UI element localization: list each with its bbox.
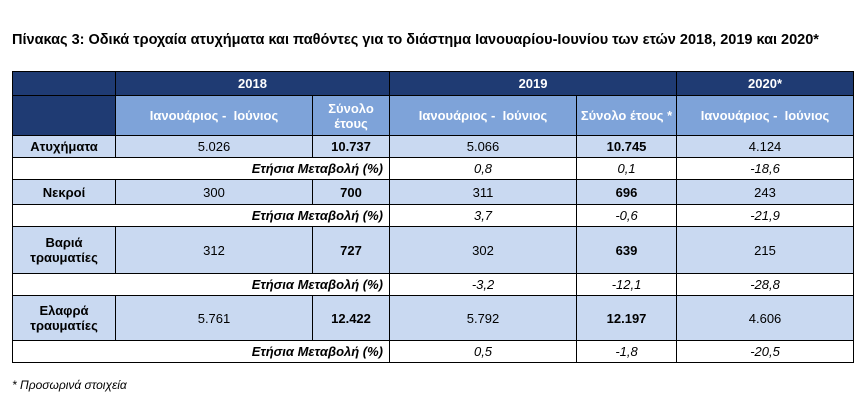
value-2018-period: 312 (115, 226, 313, 274)
change-2019-period: 0,5 (389, 340, 578, 363)
table-row: Ατυχήματα 5.026 10.737 5.066 10.745 4.12… (12, 135, 855, 158)
subheader-blank (12, 95, 116, 136)
accidents-table: 2018 2019 2020* Ιανουάριος - Ιούνιος Σύν… (11, 71, 855, 363)
value-2018-period: 300 (115, 179, 313, 205)
value-2019-total: 12.197 (576, 295, 678, 341)
value-2018-total: 12.422 (311, 295, 391, 341)
table-caption: Πίνακας 3: Οδικά τροχαία ατυχήματα και π… (12, 32, 819, 48)
year-header-2020: 2020* (676, 71, 855, 96)
change-2019-period: -3,2 (389, 273, 578, 296)
value-2019-total: 639 (576, 226, 678, 274)
value-2020-period: 243 (676, 179, 855, 205)
value-2019-period: 5.066 (389, 135, 578, 158)
table-row: Νεκροί 300 700 311 696 243 (12, 179, 855, 205)
value-2018-total: 727 (311, 226, 391, 274)
change-2019-period: 0,8 (389, 157, 578, 180)
change-row: Ετήσια Μεταβολή (%) 0,5 -1,8 -20,5 (11, 340, 855, 363)
corner-cell (12, 71, 116, 96)
change-2019-period: 3,7 (389, 204, 578, 227)
value-2018-total: 10.737 (311, 135, 391, 158)
footnote: * Προσωρινά στοιχεία (12, 378, 127, 392)
change-2019-total: -0,6 (576, 204, 678, 227)
subheader-period-2018: Ιανουάριος - Ιούνιος (115, 95, 313, 136)
year-header-2019: 2019 (389, 71, 678, 96)
change-row: Ετήσια Μεταβολή (%) 0,8 0,1 -18,6 (11, 157, 855, 180)
value-2018-period: 5.761 (115, 295, 313, 341)
value-2019-total: 10.745 (576, 135, 678, 158)
row-label: Ελαφρά τραυματίες (12, 295, 116, 341)
change-label: Ετήσια Μεταβολή (%) (11, 157, 391, 180)
table-row: Βαριά τραυματίες 312 727 302 639 215 (12, 226, 855, 274)
value-2020-period: 4.124 (676, 135, 855, 158)
change-2020-period: -21,9 (676, 204, 855, 227)
value-2019-period: 5.792 (389, 295, 578, 341)
change-label: Ετήσια Μεταβολή (%) (11, 340, 391, 363)
change-label: Ετήσια Μεταβολή (%) (11, 273, 391, 296)
row-label: Βαριά τραυματίες (12, 226, 116, 274)
value-2019-period: 302 (389, 226, 578, 274)
change-2019-total: -1,8 (576, 340, 678, 363)
change-2019-total: 0,1 (576, 157, 678, 180)
change-2019-total: -12,1 (576, 273, 678, 296)
value-2020-period: 215 (676, 226, 855, 274)
subheader-period-2020: Ιανουάριος - Ιούνιος (676, 95, 855, 136)
value-2020-period: 4.606 (676, 295, 855, 341)
table-row: Ελαφρά τραυματίες 5.761 12.422 5.792 12.… (12, 295, 855, 341)
row-label: Ατυχήματα (12, 135, 116, 158)
value-2018-period: 5.026 (115, 135, 313, 158)
subheader-total-2019: Σύνολο έτους * (576, 95, 678, 136)
change-row: Ετήσια Μεταβολή (%) 3,7 -0,6 -21,9 (11, 204, 855, 227)
year-header-2018: 2018 (114, 71, 391, 96)
subheader-total-2018: Σύνολο έτους (311, 95, 391, 136)
subheader-period-2019: Ιανουάριος - Ιούνιος (389, 95, 578, 136)
value-2019-period: 311 (389, 179, 578, 205)
change-row: Ετήσια Μεταβολή (%) -3,2 -12,1 -28,8 (11, 273, 855, 296)
value-2018-total: 700 (311, 179, 391, 205)
change-2020-period: -18,6 (676, 157, 855, 180)
row-label: Νεκροί (12, 179, 116, 205)
change-label: Ετήσια Μεταβολή (%) (11, 204, 391, 227)
value-2019-total: 696 (576, 179, 678, 205)
change-2020-period: -20,5 (676, 340, 855, 363)
change-2020-period: -28,8 (676, 273, 855, 296)
